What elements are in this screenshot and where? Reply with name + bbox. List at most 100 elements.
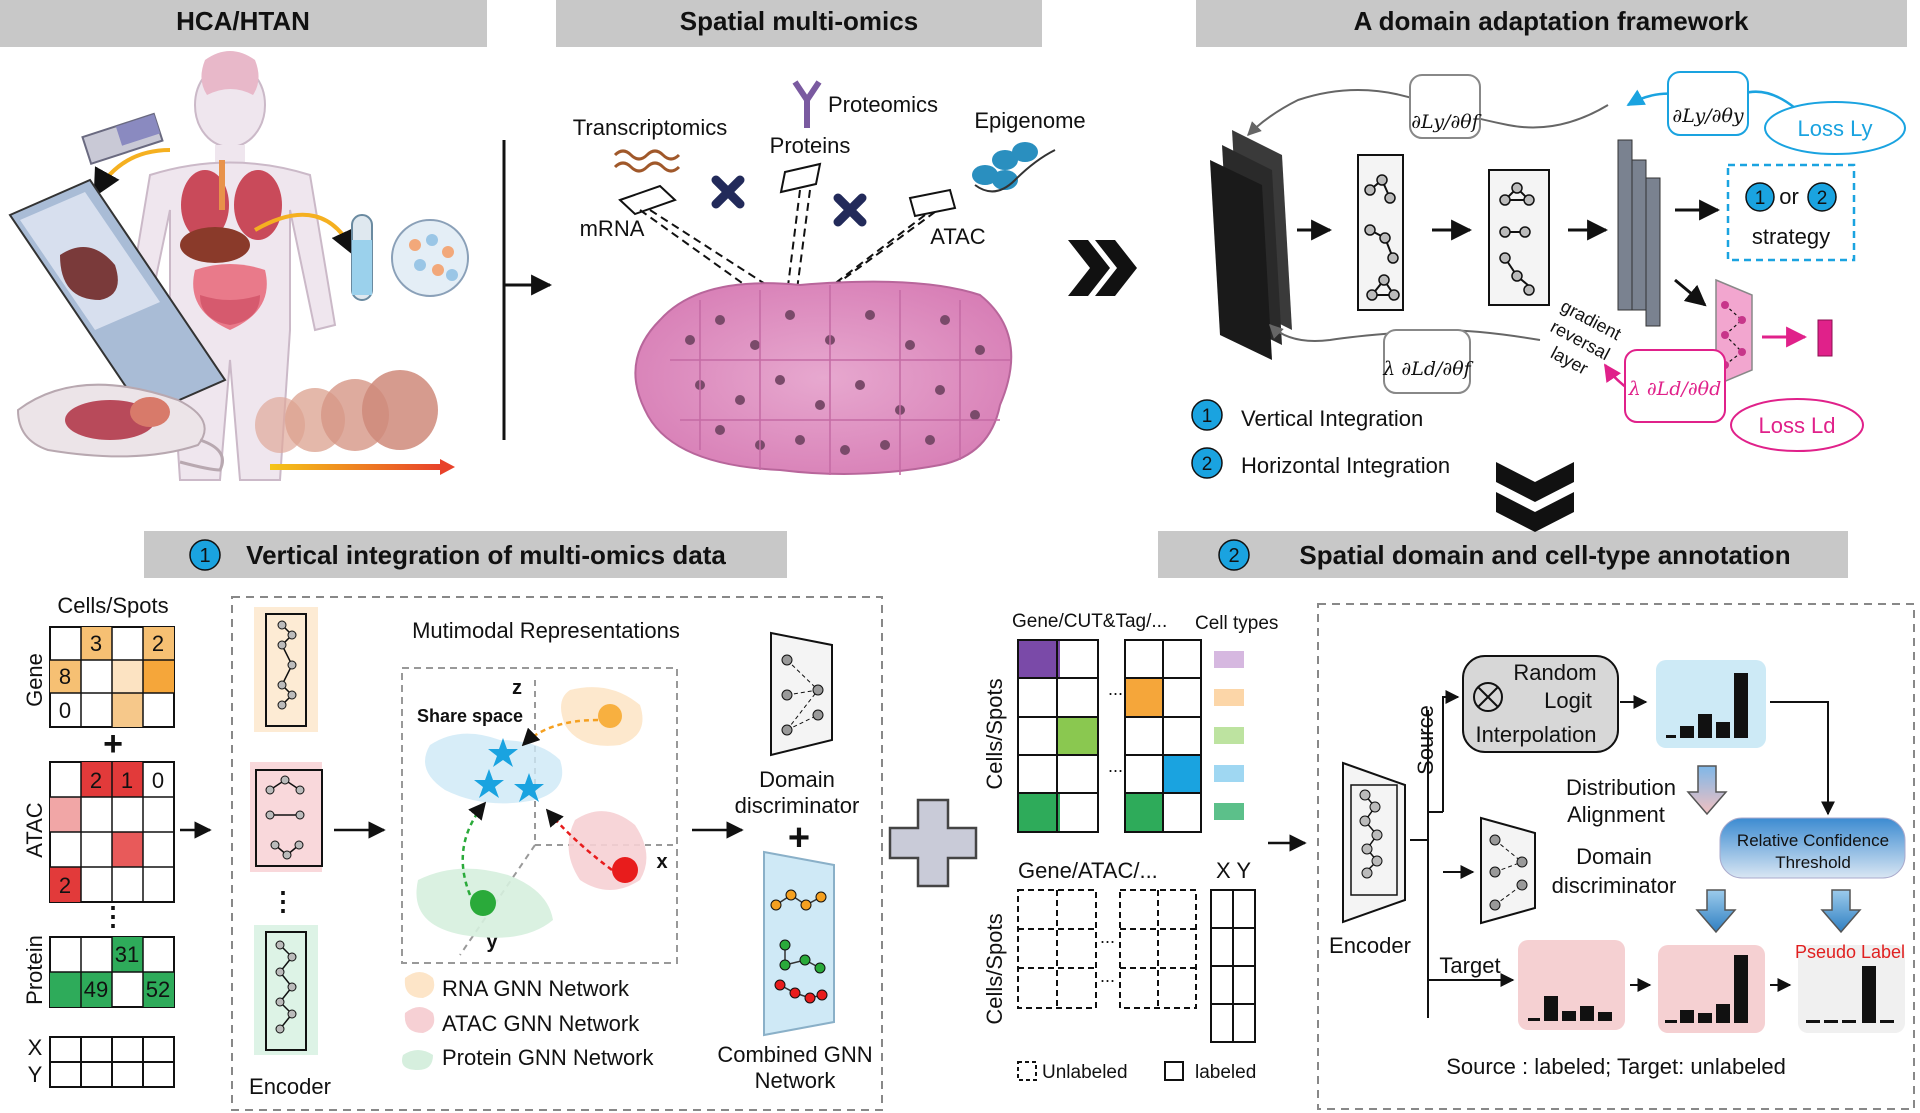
- label-epigenome: Epigenome: [974, 108, 1085, 133]
- gene-matrix: 3 2 8 0: [49, 626, 175, 728]
- combined-gnn-icon: [763, 850, 835, 1037]
- rli-line1: Random: [1513, 660, 1596, 685]
- v-dd-line1: Domain: [759, 767, 835, 792]
- target-histogram: [1518, 940, 1625, 1030]
- header-spatial-domain-text: Spatial domain and cell-type annotation: [1299, 540, 1790, 570]
- vertical-panel: Cells/Spots Gene 3 2 8 0 + ATAC: [22, 593, 883, 1111]
- rna-encoder-icon: [254, 607, 318, 732]
- a-gene-atac: Gene/ATAC/...: [1018, 858, 1158, 883]
- grad-d: λ ∂Ld/∂θd: [1628, 378, 1722, 400]
- label-proteins: Proteins: [770, 133, 851, 158]
- svg-text:2: 2: [1817, 188, 1828, 209]
- a-dots-1: ...: [1108, 679, 1123, 699]
- header-hca: HCA/HTAN: [0, 0, 487, 47]
- slide-icon: [81, 112, 164, 166]
- protein-matrix: 31 49 52: [49, 936, 175, 1008]
- a-dots-4: ...: [1100, 966, 1115, 986]
- arrow-down-icon-2: [1695, 889, 1737, 934]
- unlabeled-matrix-2: [1119, 889, 1197, 1009]
- xy-labeled-matrix: [1210, 889, 1256, 1043]
- gene-val-2: 2: [152, 631, 164, 656]
- atac-matrix: 2 1 0 2: [49, 761, 175, 903]
- rli-line2: Logit: [1544, 688, 1592, 713]
- a-cells-spots-2: Cells/Spots: [982, 913, 1007, 1024]
- pseudo-label-histogram: Pseudo Label: [1795, 942, 1905, 1033]
- tube-icon: [351, 214, 469, 301]
- header-spatial: Spatial multi-omics: [556, 0, 1042, 47]
- label-transcriptomics: Transcriptomics: [573, 115, 727, 140]
- label-matrix-1: [1017, 639, 1099, 833]
- header-domain-text: A domain adaptation framework: [1354, 6, 1749, 36]
- share-space: Share space: [417, 706, 523, 726]
- atac-val-1: 2: [90, 768, 102, 793]
- big-plus-icon: [888, 798, 978, 888]
- mm-title: Mutimodal Representations: [412, 618, 680, 643]
- svg-text:+: +: [788, 817, 810, 859]
- fc-layers-icon: [1617, 139, 1661, 327]
- a-target: Target: [1439, 953, 1500, 978]
- plus-icon: +: [103, 725, 123, 763]
- legend-rna: RNA GNN Network: [442, 976, 630, 1001]
- legend-atac: ATAC GNN Network: [442, 1011, 640, 1036]
- tissue-slide-icon: [8, 178, 227, 417]
- a-dots-3: ...: [1100, 927, 1115, 947]
- header-vertical-num: 1: [199, 545, 210, 567]
- atac-encoder-icon: [250, 762, 323, 872]
- a-xy: X Y: [1216, 858, 1251, 883]
- v-combined-line2: Network: [755, 1068, 837, 1093]
- atac-val-2: 1: [121, 768, 133, 793]
- a-cells-spots-1: Cells/Spots: [982, 678, 1007, 789]
- domain-discriminator-icon: [770, 631, 833, 757]
- atac-val-4: 2: [59, 873, 71, 898]
- legend-protein: Protein GNN Network: [442, 1045, 655, 1070]
- caption: Source : labeled; Target: unlabeled: [1446, 1054, 1786, 1079]
- header-spatial-domain: 2 Spatial domain and cell-type annotatio…: [1158, 531, 1848, 578]
- legend-num-2: 2: [1202, 454, 1213, 475]
- grad-f-bottom: λ ∂Ld/∂θf: [1382, 358, 1473, 380]
- rct-line1: Relative Confidence: [1737, 831, 1889, 850]
- svg-text:1: 1: [1755, 188, 1766, 209]
- dist-align-line2: Alignment: [1567, 802, 1665, 827]
- v-encoder-label: Encoder: [249, 1074, 331, 1099]
- strategy-label: strategy: [1752, 224, 1830, 249]
- legend-label-2: Horizontal Integration: [1241, 453, 1450, 478]
- protein-val-3: 52: [146, 977, 170, 1002]
- atac-val-3: 0: [152, 768, 164, 793]
- gene-val-4: 0: [59, 698, 71, 723]
- axis-x: x: [656, 851, 667, 873]
- v-y-label: Y: [28, 1062, 43, 1087]
- framework: 1 or 2 strategy ∂Ly/∂θf ∂Ly/∂θy Loss Ly: [1191, 71, 1906, 479]
- v-cells-spots: Cells/Spots: [57, 593, 168, 618]
- gene-val-1: 3: [90, 631, 102, 656]
- annotation-panel: Gene/CUT&Tag/... Cell types Cells/Spots …: [982, 603, 1915, 1110]
- header-vertical-text: Vertical integration of multi-omics data: [246, 540, 726, 570]
- strategy-or: or: [1779, 184, 1799, 209]
- a-unlabeled: Unlabeled: [1042, 1062, 1128, 1083]
- rct-box: Relative Confidence Threshold: [1719, 817, 1906, 879]
- a-gene-cut: Gene/CUT&Tag/...: [1012, 611, 1167, 632]
- protein-encoder-icon: [254, 925, 318, 1055]
- v-protein-label: Protein: [22, 935, 47, 1005]
- legend-num-1: 1: [1202, 406, 1213, 427]
- encoder-icon: [1342, 761, 1406, 924]
- arrow-down-icon-1: [1686, 765, 1728, 816]
- v-x-label: X: [28, 1035, 43, 1060]
- svg-text:⋮: ⋮: [270, 886, 296, 916]
- aligned-histogram: [1658, 945, 1765, 1033]
- arrow-down-icon-3: [1820, 889, 1862, 934]
- protein-val-1: 31: [115, 942, 139, 967]
- framework-legend: 1 Vertical Integration 2 Horizontal Inte…: [1191, 399, 1450, 479]
- gene-val-3: 8: [59, 664, 71, 689]
- label-matrix-2: [1124, 639, 1202, 833]
- rct-line2: Threshold: [1775, 853, 1851, 872]
- spatial-omics: Transcriptomics mRNA Proteomics Proteins…: [573, 80, 1086, 475]
- axis-z: z: [512, 677, 522, 699]
- tissue-icon: [634, 280, 1013, 475]
- star-icons: [474, 738, 544, 802]
- grad-y: ∂Ly/∂θy: [1672, 105, 1744, 127]
- cross-icon-2: [833, 193, 867, 227]
- input-stack-icon: [1210, 130, 1292, 360]
- dist-align-line1: Distribution: [1566, 775, 1676, 800]
- header-vertical: 1 Vertical integration of multi-omics da…: [144, 531, 787, 578]
